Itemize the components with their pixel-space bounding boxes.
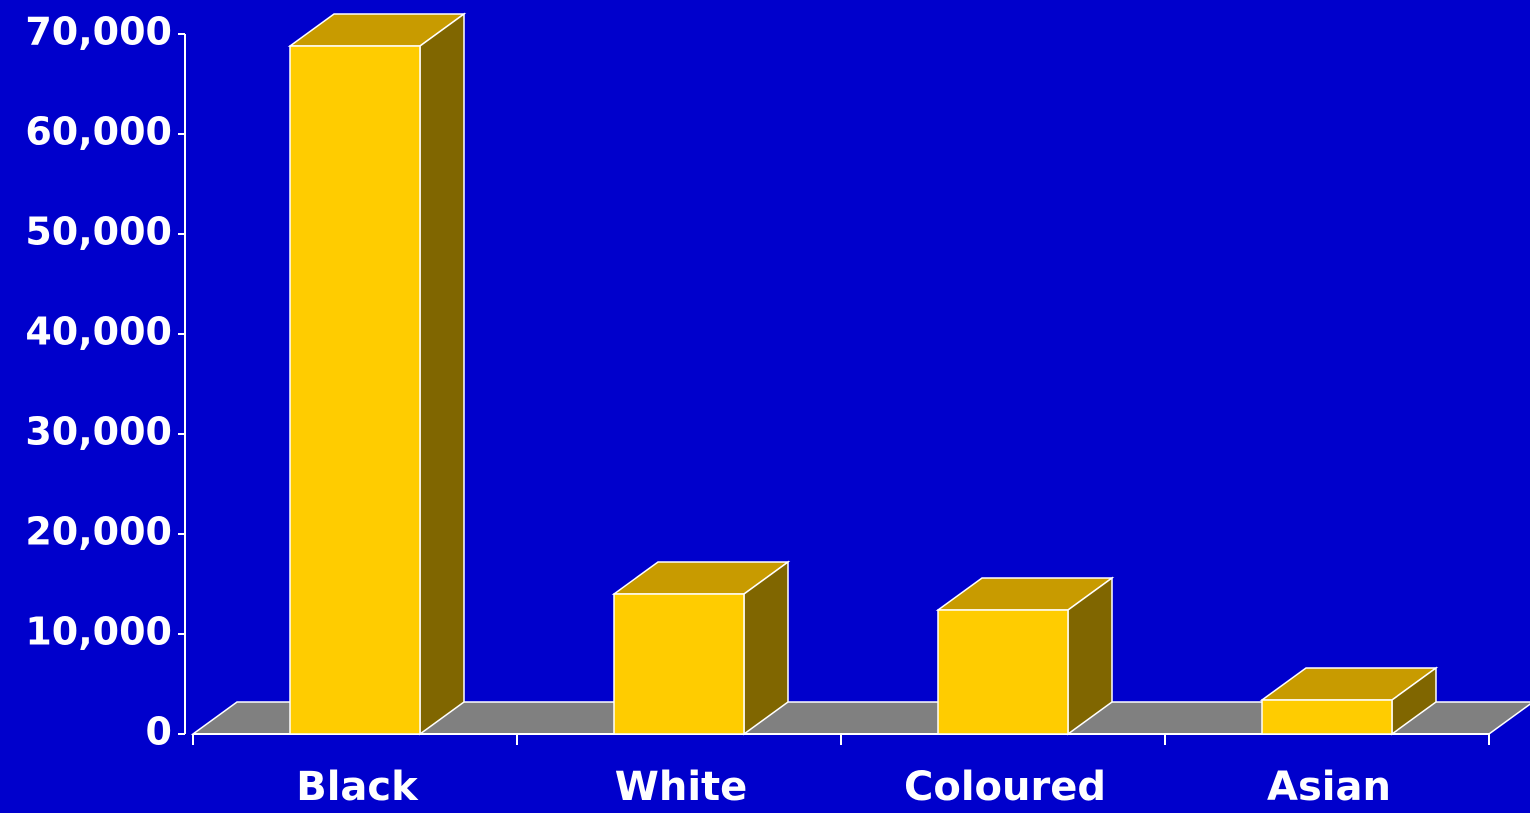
x-tick-label: Coloured <box>904 764 1106 810</box>
y-tick-label: 30,000 <box>25 410 172 454</box>
bar-side <box>419 12 465 736</box>
y-tick-label: 40,000 <box>25 310 172 354</box>
bar <box>613 593 745 735</box>
y-tick-label: 70,000 <box>25 10 172 54</box>
bar <box>937 609 1069 735</box>
bar <box>289 45 421 735</box>
bar <box>1261 699 1393 735</box>
y-tick-label: 20,000 <box>25 510 172 554</box>
x-tick-label: White <box>615 764 748 810</box>
y-tick-label: 10,000 <box>25 610 172 654</box>
y-tick-label: 60,000 <box>25 110 172 154</box>
x-tick-label: Black <box>296 764 419 810</box>
y-tick-label: 50,000 <box>25 210 172 254</box>
y-tick-label: 0 <box>146 710 172 754</box>
x-tick-label: Asian <box>1267 764 1391 810</box>
